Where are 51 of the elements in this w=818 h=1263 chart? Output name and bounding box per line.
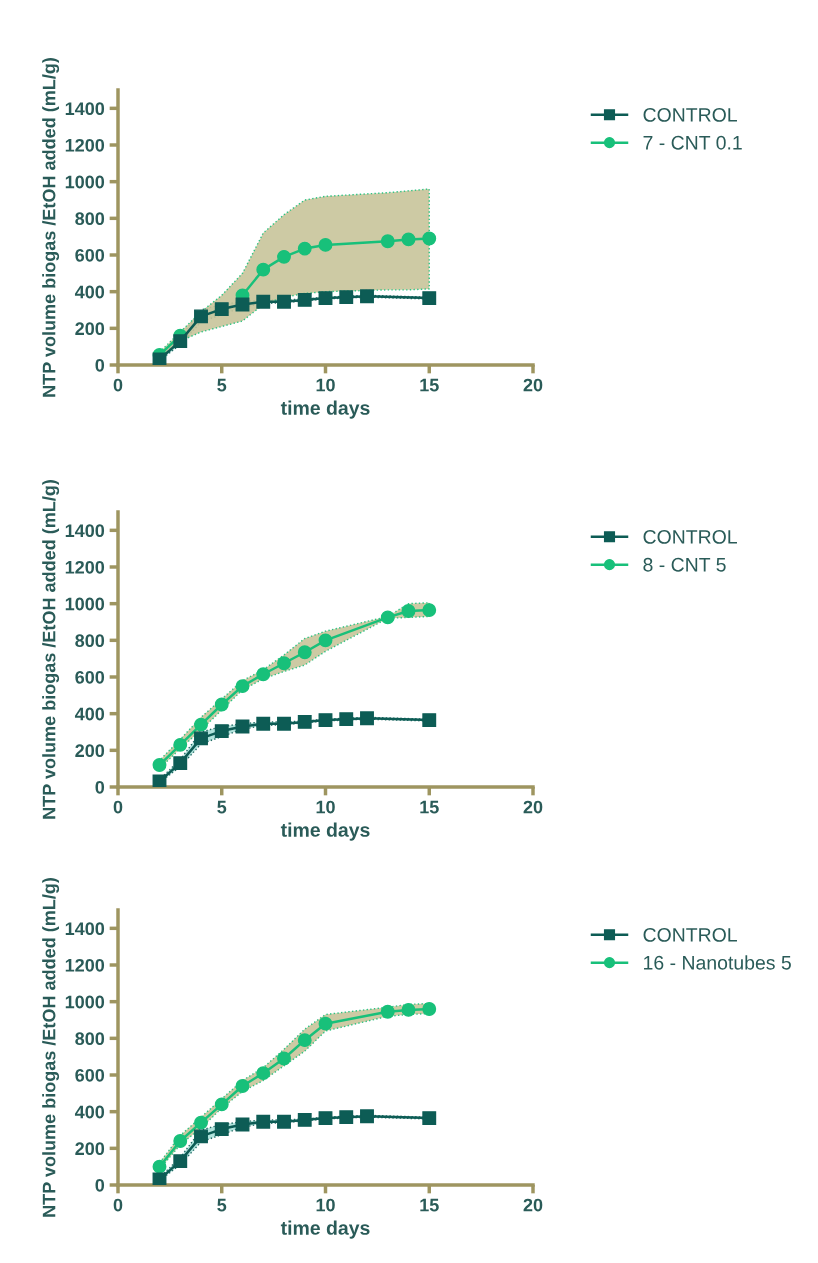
legend-label: 8 - CNT 5 [643,557,726,572]
x-tick-label: 10 [316,800,335,814]
y-tick-label: 800 [75,1032,105,1046]
y-tick-label: 400 [74,1105,105,1119]
x-axis-title: time days [280,400,370,419]
y-tick-label: 1200 [65,138,105,152]
y-tick-label: 400 [74,285,105,299]
legend-label: CONTROL [643,928,737,942]
y-axis-title: NTP volume biogas /EtOH added (mL/g) [42,878,60,1217]
y-tick-label: 1000 [65,175,105,189]
y-tick-label: 1000 [65,597,105,611]
x-tick-label: 10 [316,378,335,392]
legend-label: CONTROL [643,530,737,544]
y-axis-title: NTP volume biogas /EtOH added (mL/g) [42,58,60,397]
legend-label: 16 - Nanotubes 5 [644,955,791,970]
y-axis-title: NTP volume biogas /EtOH added (mL/g) [42,480,60,819]
x-tick-label: 20 [523,800,543,814]
y-tick-label: 200 [75,744,105,758]
y-tick-label: 200 [75,322,105,336]
y-tick-label: 600 [75,248,105,262]
x-tick-label: 5 [217,378,227,392]
x-tick-label: 0 [113,1198,123,1212]
x-tick-label: 0 [113,800,123,814]
y-tick-label: 1400 [65,524,105,538]
x-axis-title: time days [280,1220,370,1239]
x-tick-label: 20 [523,1198,543,1212]
x-tick-label: 10 [316,1198,335,1212]
x-tick-label: 15 [420,378,439,392]
legend-label: 7 - CNT 0.1 [643,135,742,150]
x-axis-title: time days [280,822,370,841]
legend-label: CONTROL [643,108,737,122]
x-tick-label: 20 [523,378,543,392]
y-tick-label: 1400 [65,102,105,116]
y-tick-label: 1000 [65,995,105,1009]
y-tick-label: 0 [95,1178,105,1192]
y-tick-label: 0 [95,780,105,794]
y-tick-label: 1400 [65,922,105,936]
x-tick-label: 5 [217,800,227,814]
y-tick-label: 800 [75,212,105,226]
y-tick-label: 400 [74,707,105,721]
y-tick-label: 1200 [65,958,105,972]
y-tick-label: 200 [75,1142,105,1156]
y-tick-label: 600 [75,670,105,684]
y-tick-label: 800 [75,634,105,648]
y-tick-label: 0 [95,358,105,372]
x-tick-label: 5 [217,1198,227,1212]
x-tick-label: 15 [420,800,439,814]
y-tick-label: 600 [75,1068,105,1082]
y-tick-label: 1200 [65,560,105,574]
x-tick-label: 0 [113,378,123,392]
x-tick-label: 15 [420,1198,439,1212]
